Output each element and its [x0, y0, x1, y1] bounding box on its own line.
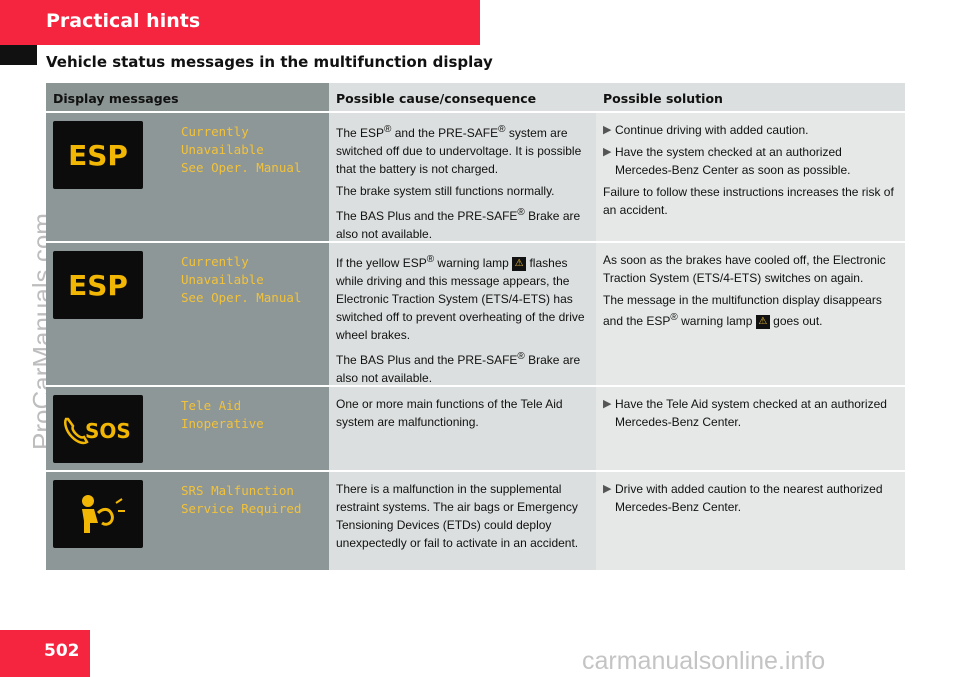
- table-row: ESP Currently Unavailable See Oper. Manu…: [46, 241, 905, 385]
- svg-text:SOS: SOS: [85, 419, 131, 443]
- esp-warning-lamp-icon: ⚠: [512, 256, 527, 271]
- bullet-arrow-icon: ▶: [603, 398, 612, 410]
- list-item: ▶ Drive with added caution to the nearest…: [603, 482, 883, 514]
- table-row: ESP Currently Unavailable See Oper. Manu…: [46, 111, 905, 241]
- display-message: Tele Aid Inoperative: [181, 398, 264, 431]
- section-tab: [0, 45, 37, 65]
- cause-cell: The ESP® and the PRE-SAFE® system are sw…: [329, 113, 596, 241]
- sos-icon: SOS: [53, 395, 143, 463]
- esp-icon: ESP: [53, 251, 143, 319]
- display-message-cell: SRS Malfunction Service Required: [46, 472, 329, 570]
- cause-cell: There is a malfunction in the supplement…: [329, 472, 596, 570]
- list-item: ▶ Have the Tele Aid system checked at an …: [603, 397, 887, 429]
- esp-warning-lamp-icon: ⚠: [755, 314, 770, 329]
- phone-icon: SOS: [64, 417, 131, 445]
- page-number-box: [0, 630, 90, 677]
- display-message-cell: ESP Currently Unavailable See Oper. Manu…: [46, 243, 329, 385]
- display-message-cell: SOS Tele Aid Inoperative: [46, 387, 329, 470]
- solution-cell: ▶ Have the Tele Aid system checked at an …: [596, 387, 905, 470]
- header-possible-cause: Possible cause/consequence: [329, 83, 596, 111]
- header-display-messages: Display messages: [46, 83, 329, 111]
- solution-cell: ▶ Continue driving with added caution. ▶ H…: [596, 113, 905, 241]
- display-message: Currently Unavailable See Oper. Manual: [181, 254, 302, 305]
- display-message-cell: ESP Currently Unavailable See Oper. Manu…: [46, 113, 329, 241]
- solution-cell: ▶ Drive with added caution to the nearest…: [596, 472, 905, 570]
- srs-airbag-icon: [53, 480, 143, 548]
- bullet-arrow-icon: ▶: [603, 483, 612, 495]
- header-possible-solution: Possible solution: [596, 83, 905, 111]
- status-messages-table: Display messages Possible cause/conseque…: [46, 83, 905, 570]
- solution-cell: As soon as the brakes have cooled off, t…: [596, 243, 905, 385]
- cause-cell: If the yellow ESP® warning lamp ⚠ flashe…: [329, 243, 596, 385]
- table-header: Display messages Possible cause/conseque…: [46, 83, 905, 111]
- watermark-bottom: carmanualsonline.info: [582, 647, 826, 675]
- bullet-arrow-icon: ▶: [603, 124, 612, 136]
- bullet-arrow-icon: ▶: [603, 146, 612, 158]
- table-row: SRS Malfunction Service Required There i…: [46, 470, 905, 570]
- page-number: 502: [44, 641, 80, 661]
- display-message: SRS Malfunction Service Required: [181, 483, 302, 516]
- esp-icon: ESP: [53, 121, 143, 189]
- header-bar: [0, 0, 480, 45]
- page-subtitle: Vehicle status messages in the multifunc…: [46, 53, 493, 71]
- list-item: ▶ Have the system checked at an authorize…: [603, 145, 851, 177]
- cause-cell: One or more main functions of the Tele A…: [329, 387, 596, 470]
- table-row: SOS Tele Aid Inoperative One or more mai…: [46, 385, 905, 470]
- list-item: ▶ Continue driving with added caution.: [603, 123, 809, 137]
- display-message: Currently Unavailable See Oper. Manual: [181, 124, 302, 175]
- section-title: Practical hints: [46, 10, 201, 32]
